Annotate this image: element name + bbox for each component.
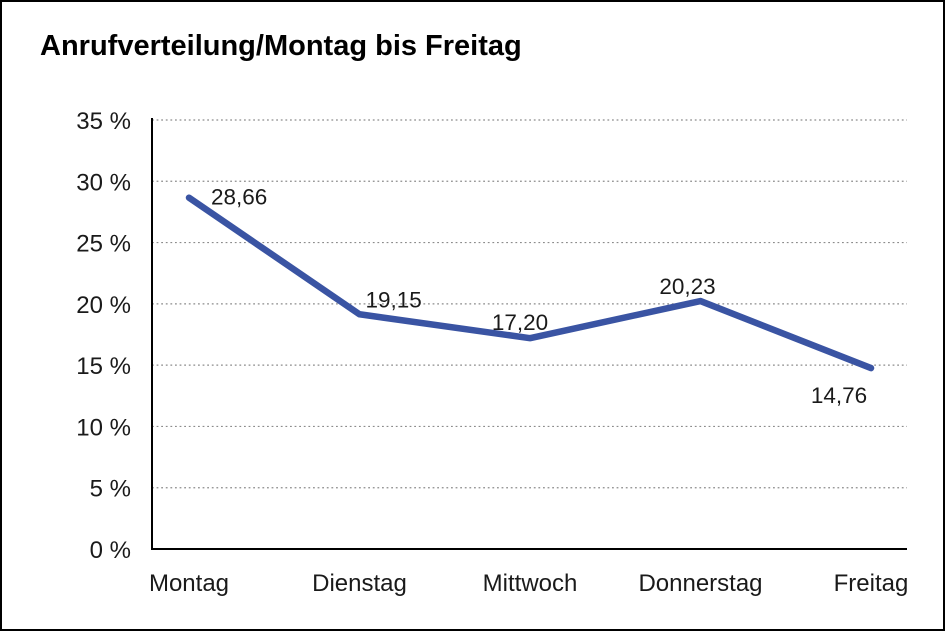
x-tick-label: Freitag [834,570,909,597]
x-tick-label: Dienstag [312,570,407,597]
data-point-label: 17,20 [492,310,548,335]
y-tick-label: 0 % [90,537,131,564]
chart-title: Anrufverteilung/Montag bis Freitag [40,30,522,62]
y-tick-label: 10 % [76,414,131,441]
y-tick-label: 20 % [76,292,131,319]
data-point-label: 28,66 [211,185,267,210]
y-tick-label: 25 % [76,231,131,258]
data-point-label: 14,76 [811,383,867,408]
y-tick-label: 30 % [76,169,131,196]
line-series [185,194,875,372]
y-tick-label: 5 % [90,476,131,503]
x-tick-label: Donnerstag [638,570,762,597]
y-tick-label: 15 % [76,353,131,380]
y-tick-label: 35 % [76,108,131,135]
data-point-label: 20,23 [659,274,715,299]
x-tick-label: Mittwoch [483,570,578,597]
data-point-label: 19,15 [366,287,422,312]
x-tick-label: Montag [149,570,229,597]
